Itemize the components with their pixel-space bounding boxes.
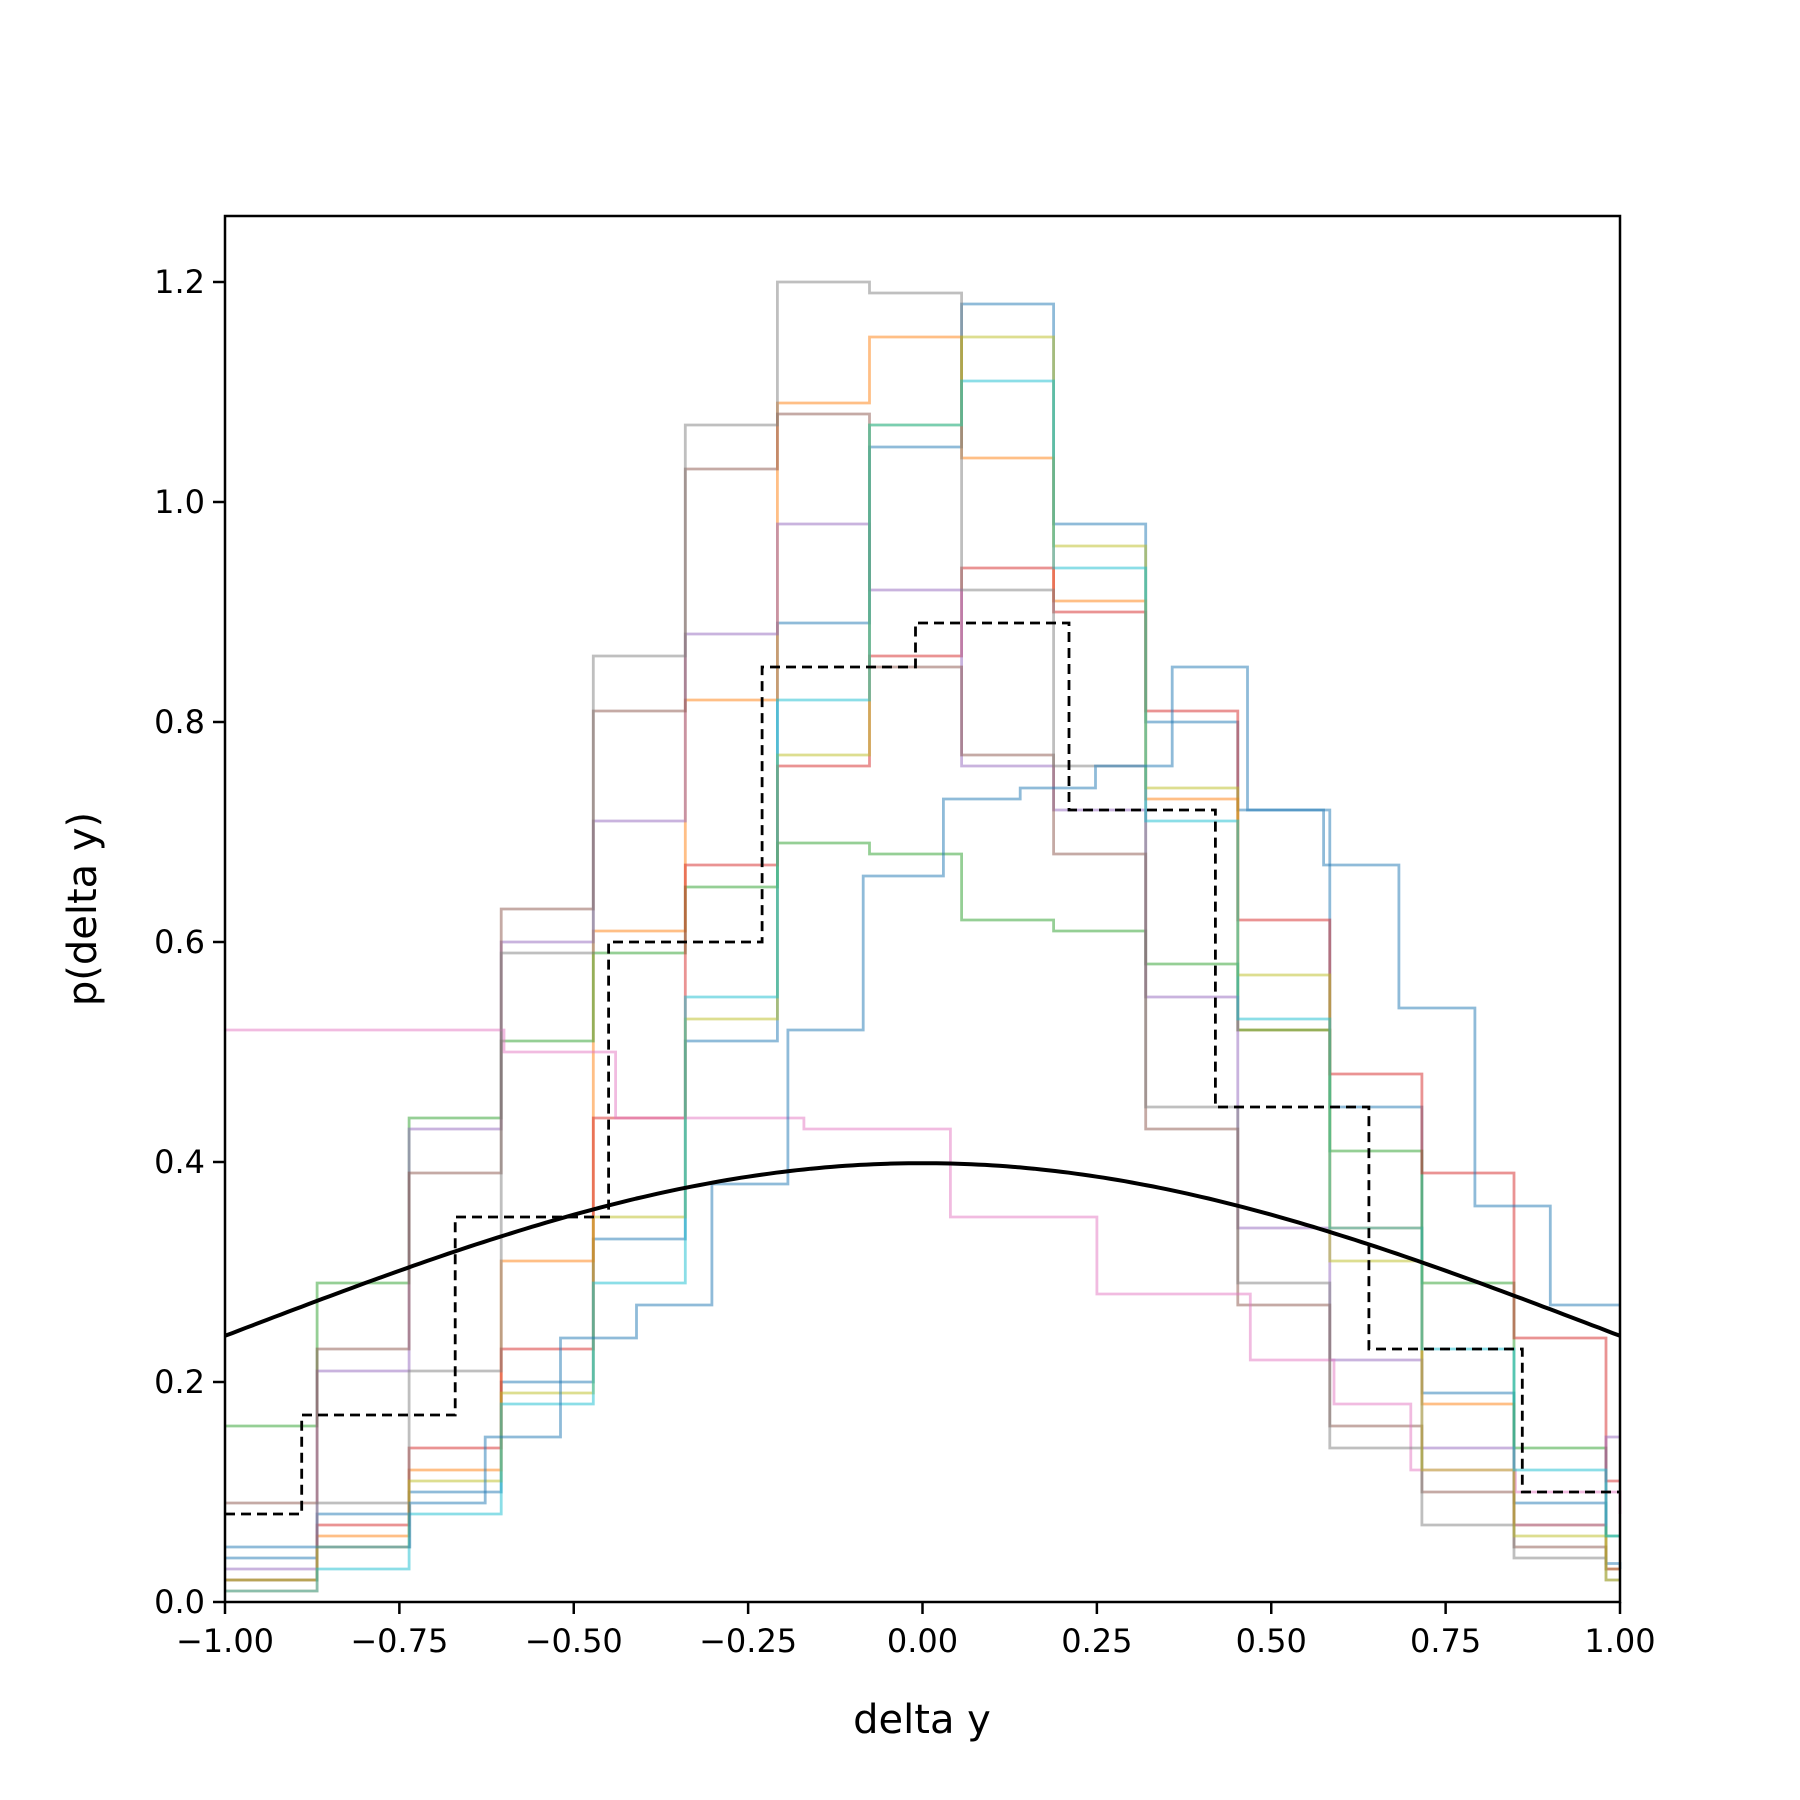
y-tick-label: 0.2 <box>154 1363 205 1401</box>
x-tick-label: 0.50 <box>1236 1622 1307 1660</box>
histogram-step-series-7 <box>225 280 1620 1582</box>
y-tick-label: 0.4 <box>154 1143 205 1181</box>
histogram-step-series-10 <box>225 665 1620 1549</box>
x-tick-label: −0.25 <box>699 1622 797 1660</box>
normal-curve-line <box>224 1161 1621 1338</box>
histogram-step-series-9 <box>225 379 1620 1593</box>
series-layer <box>224 280 1622 1593</box>
x-tick-label: 1.00 <box>1584 1622 1655 1660</box>
x-axis-title: delta y <box>853 1697 991 1743</box>
x-tick-label: −0.75 <box>350 1622 448 1660</box>
y-tick-label: 1.2 <box>154 263 205 301</box>
x-tick-label: 0.75 <box>1410 1622 1481 1660</box>
x-tick-label: −1.00 <box>176 1622 274 1660</box>
y-axis-title: p(delta y) <box>60 812 106 1006</box>
y-tick-label: 0.8 <box>154 703 205 741</box>
y-tick-label: 1.0 <box>154 483 205 521</box>
x-tick-label: 0.25 <box>1061 1622 1132 1660</box>
y-tick-label: 0.0 <box>154 1583 205 1621</box>
y-tick-label: 0.6 <box>154 923 205 961</box>
x-axis: −1.00 −0.75 −0.50 −0.25 0.00 0.25 0.50 0.75 1.00 <box>176 1602 1656 1660</box>
reference-histogram-dashed <box>225 621 1620 1516</box>
x-tick-label: 0.00 <box>887 1622 958 1660</box>
y-axis: 0.0 0.2 0.4 0.6 0.8 1.0 1.2 <box>154 263 225 1621</box>
x-tick-label: −0.50 <box>525 1622 623 1660</box>
